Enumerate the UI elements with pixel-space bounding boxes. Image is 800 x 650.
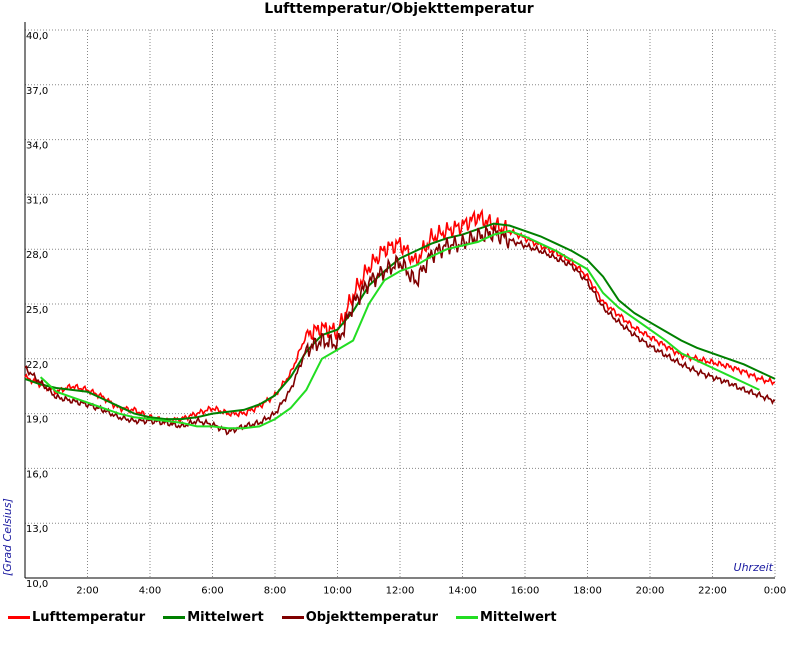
y-tick-label: 10,0 [26, 579, 48, 590]
y-ticks: 10,0 13,0 16,0 19,0 22,0 25,0 28,0 31,0 34,0 37,0… [26, 31, 48, 590]
x-tick-label: 2:00 [76, 585, 98, 596]
y-tick-label: 37,0 [26, 86, 48, 97]
axes [24, 22, 775, 579]
series-line [39, 229, 760, 430]
x-tick-label: 14:00 [448, 585, 477, 596]
x-axis-label: Uhrzeit [734, 561, 774, 574]
x-tick-label: 0:00 [764, 585, 786, 596]
x-ticks: 2:00 4:00 6:00 8:00 10:00 12:00 14:00 16:00 18:0… [76, 585, 786, 596]
y-axis-label: [Grad Celsius] [1, 498, 14, 576]
legend: Lufttemperatur Mittelwert Objekttemperat… [8, 607, 575, 627]
x-tick-label: 6:00 [201, 585, 223, 596]
legend-label: Lufttemperatur [32, 609, 146, 625]
series [24, 208, 776, 436]
y-tick-label: 34,0 [26, 141, 48, 152]
x-tick-label: 8:00 [264, 585, 286, 596]
x-tick-label: 4:00 [139, 585, 161, 596]
y-tick-label: 22,0 [26, 360, 48, 371]
legend-swatch [8, 615, 30, 619]
legend-swatch [163, 615, 186, 619]
x-tick-label: 16:00 [511, 585, 540, 596]
legend-swatch [456, 615, 478, 619]
legend-item-objekttemperatur: Objekttemperatur [281, 609, 438, 625]
series-line [24, 208, 776, 426]
x-tick-label: 10:00 [323, 585, 352, 596]
x-tick-label: 18:00 [573, 585, 602, 596]
legend-label: Objekttemperatur [305, 609, 438, 625]
legend-item-mittelwert-luft: Mittelwert [163, 610, 264, 625]
legend-swatch [281, 615, 304, 619]
y-tick-label: 40,0 [26, 31, 48, 42]
chart-title: Lufttemperatur/Objekttemperatur [264, 1, 534, 17]
series-line [24, 224, 776, 436]
y-tick-label: 25,0 [26, 305, 48, 316]
y-tick-label: 31,0 [26, 195, 48, 206]
legend-item-lufttemperatur: Lufttemperatur [8, 610, 145, 625]
y-tick-label: 13,0 [26, 524, 48, 535]
y-tick-label: 19,0 [26, 415, 48, 426]
x-tick-label: 22:00 [698, 585, 727, 596]
y-tick-label: 28,0 [26, 250, 48, 261]
legend-item-mittelwert-objekt: Mittelwert [456, 610, 557, 625]
legend-label: Mittelwert [187, 609, 264, 625]
series-line [24, 222, 776, 421]
x-tick-label: 20:00 [636, 585, 665, 596]
y-tick-label: 16,0 [26, 469, 48, 480]
grid [25, 29, 776, 578]
x-tick-label: 12:00 [386, 585, 415, 596]
legend-label: Mittelwert [480, 609, 557, 625]
